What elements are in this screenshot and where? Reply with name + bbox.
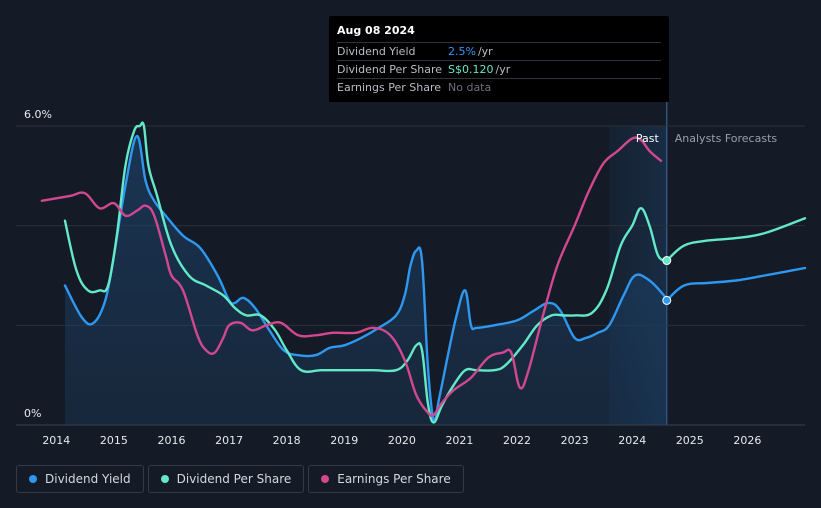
tooltip-label: Earnings Per Share	[337, 81, 442, 94]
tooltip-value: S$0.120	[448, 63, 494, 76]
tooltip-label: Dividend Per Share	[337, 63, 443, 76]
y-tick-label: 6.0%	[24, 108, 52, 121]
legend-label: Dividend Per Share	[176, 472, 292, 486]
tooltip-row-dividend-per-share: Dividend Per Share S$0.120 /yr	[337, 60, 661, 78]
x-tick-label: 2025	[676, 434, 704, 447]
series-line-dps	[63, 121, 668, 424]
yield-area	[65, 135, 667, 425]
series-lines	[40, 121, 807, 424]
legend-label: Dividend Yield	[45, 472, 131, 486]
x-tick-label: 2022	[503, 434, 531, 447]
x-tick-label: 2014	[42, 434, 70, 447]
tooltip-row-earnings-per-share: Earnings Per Share No data	[337, 78, 661, 96]
dividend-yield-area	[65, 135, 667, 425]
tooltip-value: No data	[448, 81, 492, 94]
x-tick-label: 2017	[215, 434, 243, 447]
tooltip-unit: /yr	[477, 45, 493, 58]
x-tick-label: 2016	[157, 434, 185, 447]
tooltip-label: Dividend Yield	[337, 45, 416, 58]
legend-dividend-per-share[interactable]: Dividend Per Share	[147, 465, 305, 493]
x-tick-label: 2026	[733, 434, 761, 447]
axis-labels: 6.0% 0% 2014 2015 2016 2017 2018 2019 2020 2021 20…	[24, 108, 777, 447]
x-tick-label: 2024	[618, 434, 646, 447]
x-tick-label: 2015	[100, 434, 128, 447]
x-tick-label: 2020	[388, 434, 416, 447]
x-tick-label: 2018	[273, 434, 301, 447]
forecast-label: Analysts Forecasts	[675, 132, 778, 145]
tooltip-row-dividend-yield: Dividend Yield 2.5% /yr	[337, 42, 661, 60]
legend-earnings-per-share[interactable]: Earnings Per Share	[308, 465, 464, 493]
forecast-line-dps	[665, 217, 807, 262]
marker-dps	[662, 256, 672, 266]
legend: Dividend Yield Dividend Per Share Earnin…	[16, 465, 464, 493]
legend-dividend-yield[interactable]: Dividend Yield	[16, 465, 144, 493]
x-tick-label: 2019	[330, 434, 358, 447]
hover-tooltip: Aug 08 2024 Dividend Yield 2.5% /yr Divi…	[329, 16, 669, 102]
forecast-line-yield	[665, 266, 807, 302]
legend-dot-icon	[160, 475, 169, 483]
tooltip-value: 2.5%	[448, 45, 476, 58]
legend-dot-icon	[29, 475, 37, 483]
tooltip-unit: /yr	[495, 63, 511, 76]
series-markers	[662, 256, 672, 305]
y-tick-label: 0%	[24, 407, 41, 420]
legend-dot-icon	[321, 475, 330, 483]
x-tick-label: 2021	[445, 434, 473, 447]
series-line-eps	[40, 136, 663, 418]
series-line-yield	[63, 134, 668, 423]
legend-label: Earnings Per Share	[337, 472, 451, 486]
marker-yield	[662, 295, 672, 305]
x-tick-label: 2023	[561, 434, 589, 447]
tooltip-date: Aug 08 2024	[337, 24, 415, 37]
past-label: Past	[636, 132, 660, 145]
